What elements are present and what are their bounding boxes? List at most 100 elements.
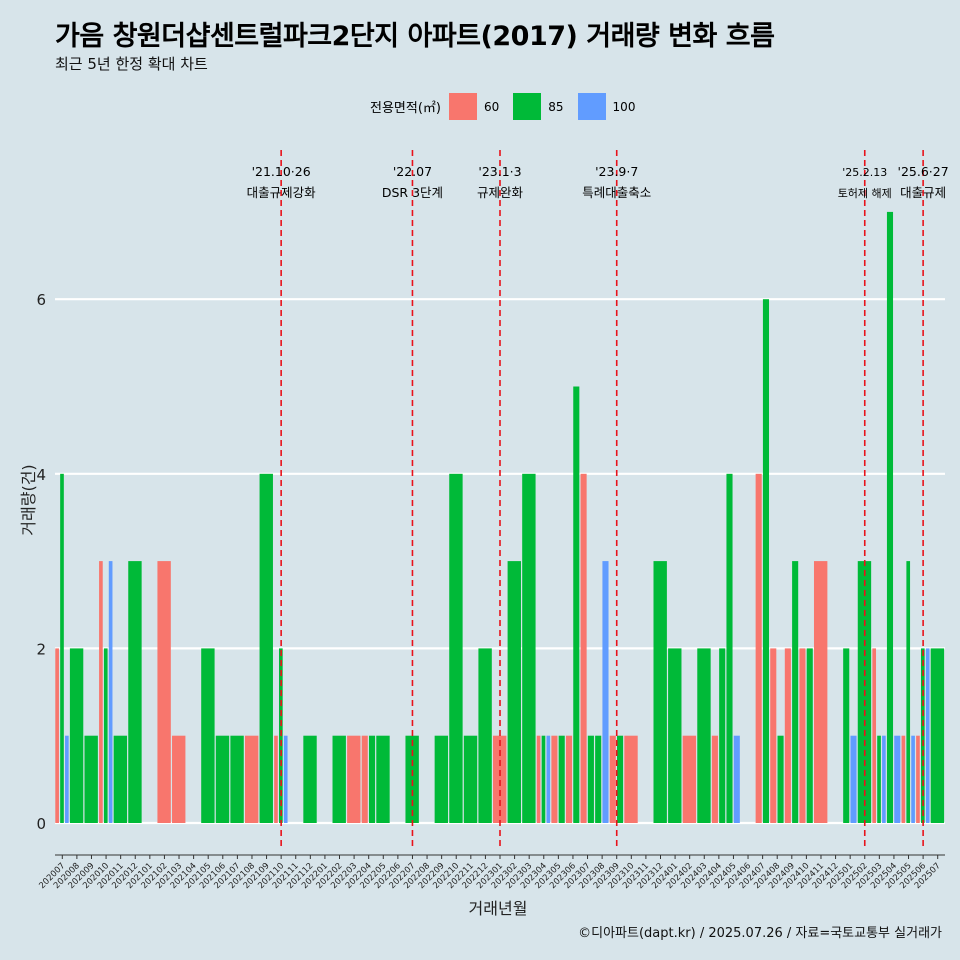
event-label-202301: 규제완화	[477, 185, 524, 200]
bar-202010-60	[99, 561, 103, 823]
bar-202105-85	[201, 648, 215, 823]
bar-202109-85	[259, 473, 273, 823]
bar-202009-85	[84, 735, 98, 823]
bar-202302-85	[507, 561, 521, 823]
bar-202409-85	[792, 561, 799, 823]
y-tick-label-4: 4	[36, 466, 46, 484]
bar-202107-85	[230, 735, 244, 823]
bar-202410-60	[799, 648, 806, 823]
bar-202503-60	[872, 648, 877, 823]
bar-202309-85	[617, 735, 624, 823]
bar-202306-85	[573, 386, 580, 823]
bar-202403-85	[697, 648, 711, 823]
bar-202305-85	[558, 735, 565, 823]
chart-title: 가음 창원더샵센트럴파크2단지 아파트(2017) 거래량 변화 흐름	[55, 21, 775, 52]
bar-202211-85	[463, 735, 478, 823]
event-date-202506: '25.6·27	[898, 164, 949, 179]
bar-202010-100	[108, 561, 113, 823]
bar-202012-85	[128, 561, 142, 823]
bar-202405-100	[733, 735, 740, 823]
event-date-202301: '23.1·3	[478, 164, 521, 179]
bar-202210-85	[449, 473, 463, 823]
bar-202106-85	[215, 735, 230, 823]
bar-202102-60	[157, 561, 171, 823]
event-date-202309: '23.9·7	[595, 164, 638, 179]
legend-swatch-100	[577, 93, 606, 120]
legend-item-60: 60	[448, 93, 507, 120]
bar-202408-60	[770, 648, 777, 823]
bar-202411-60	[813, 561, 828, 823]
event-date-202110: '21.10·26	[252, 164, 311, 179]
legend-swatch-60	[448, 93, 477, 120]
bar-202405-85	[726, 473, 733, 823]
bar-202212-85	[478, 648, 492, 823]
bar-202505-85	[906, 561, 911, 823]
bar-202506-60	[916, 735, 920, 823]
bar-202504-100	[894, 735, 901, 823]
legend-item-85: 85	[513, 93, 571, 120]
legend-swatch-85	[513, 93, 542, 120]
bar-202209-85	[434, 735, 449, 823]
event-date-202207: '22.07	[393, 164, 432, 179]
bar-202205-85	[376, 735, 390, 823]
chart-subtitle: 최근 5년 한정 확대 차트	[55, 55, 208, 73]
bar-202501-85	[843, 648, 850, 823]
bar-202503-85	[877, 735, 881, 823]
bar-202202-85	[332, 735, 346, 823]
legend: 전용면적(㎡) 60 85 100	[370, 93, 649, 120]
bar-202110-100	[283, 735, 288, 823]
bar-202402-60	[682, 735, 697, 823]
event-label-202309: 특례대출축소	[582, 185, 651, 200]
bar-202304-60	[536, 735, 541, 823]
bar-202404-60	[711, 735, 718, 823]
bar-202112-85	[303, 735, 317, 823]
y-tick-label-6: 6	[36, 291, 46, 309]
event-label-202207: DSR 3단계	[382, 185, 443, 200]
bar-202501-100	[850, 735, 857, 823]
bar-202505-60	[901, 735, 906, 823]
y-tick-label-0: 0	[36, 815, 46, 833]
bar-202407-85	[762, 299, 770, 823]
x-axis-title: 거래년월	[469, 899, 528, 918]
bar-202409-60	[784, 648, 791, 823]
bar-202507-85	[930, 648, 945, 823]
bar-202408-85	[777, 735, 784, 823]
bar-202303-85	[522, 473, 536, 823]
bar-202204-60	[361, 735, 368, 823]
bar-202410-85	[806, 648, 813, 823]
y-axis-title: 거래량(건)	[19, 464, 38, 535]
event-date-202502: '25.2.13	[842, 166, 887, 179]
bar-202207-85	[405, 735, 419, 823]
bar-202304-85	[541, 735, 546, 823]
event-label-202502: 토허제 해제	[838, 186, 892, 200]
bar-202305-60	[551, 735, 558, 823]
bar-202108-60	[244, 735, 259, 823]
bar-202308-85	[595, 735, 602, 823]
source-caption: ©디아파트(dapt.kr) / 2025.07.26 / 자료=국토교통부 실…	[578, 926, 942, 941]
bar-202307-85	[587, 735, 594, 823]
legend-label-85: 85	[548, 99, 564, 114]
bar-202010-85	[103, 648, 108, 823]
bar-202504-85	[886, 211, 894, 823]
bar-202110-60	[274, 735, 278, 823]
bar-202503-100	[882, 735, 886, 823]
bar-202011-85	[113, 735, 128, 823]
bar-202407-60	[755, 473, 762, 823]
bar-202506-100	[925, 648, 930, 823]
legend-label-100: 100	[612, 99, 636, 114]
bar-202007-85	[60, 473, 64, 823]
bar-202310-60	[624, 735, 638, 823]
bar-202304-100	[546, 735, 551, 823]
bar-202204-85	[368, 735, 376, 823]
bar-202401-85	[668, 648, 682, 823]
bar-202007-60	[55, 648, 59, 823]
bar-202312-85	[653, 561, 667, 823]
bar-202307-60	[580, 473, 587, 823]
legend-item-100: 100	[577, 93, 644, 120]
event-label-202110: 대출규제강화	[247, 185, 317, 200]
legend-title: 전용면적(㎡)	[370, 101, 441, 116]
bar-202308-100	[602, 561, 609, 823]
bar-202505-100	[911, 735, 915, 823]
bar-202203-60	[347, 735, 361, 823]
